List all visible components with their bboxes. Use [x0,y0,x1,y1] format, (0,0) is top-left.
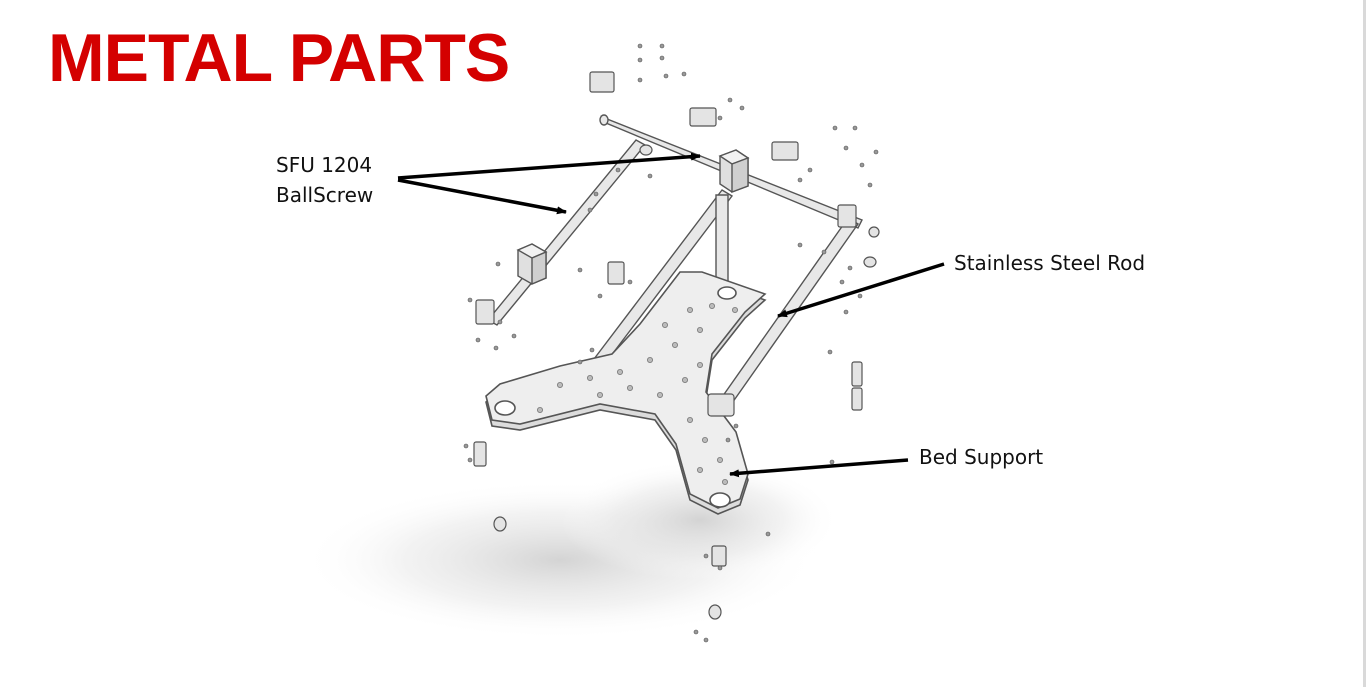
ground-shadow [560,460,840,580]
label-stainless-steel-rod: Stainless Steel Rod [954,251,1146,275]
arrow-bed [729,458,909,478]
arrow-ballscrew-top [397,152,701,180]
slide-edge [1363,0,1366,687]
arrow-ballscrew-left [397,178,567,215]
arrow-rod [777,262,945,318]
left-ballscrew [486,139,647,326]
label-bed-support: Bed Support [919,445,1044,469]
left-nut-block [516,243,548,286]
center-bearing-block [718,149,750,194]
label-ballscrew-line1: SFU 1204 [276,153,373,177]
screws [463,43,879,643]
bed-support-plate [485,271,767,515]
label-ballscrew: SFU 1204 BallScrew [276,150,373,210]
callout-arrows [397,152,945,478]
slide-title: METAL PARTS [48,20,510,96]
hardware-brackets [473,71,880,620]
label-ballscrew-line2: BallScrew [276,183,374,207]
